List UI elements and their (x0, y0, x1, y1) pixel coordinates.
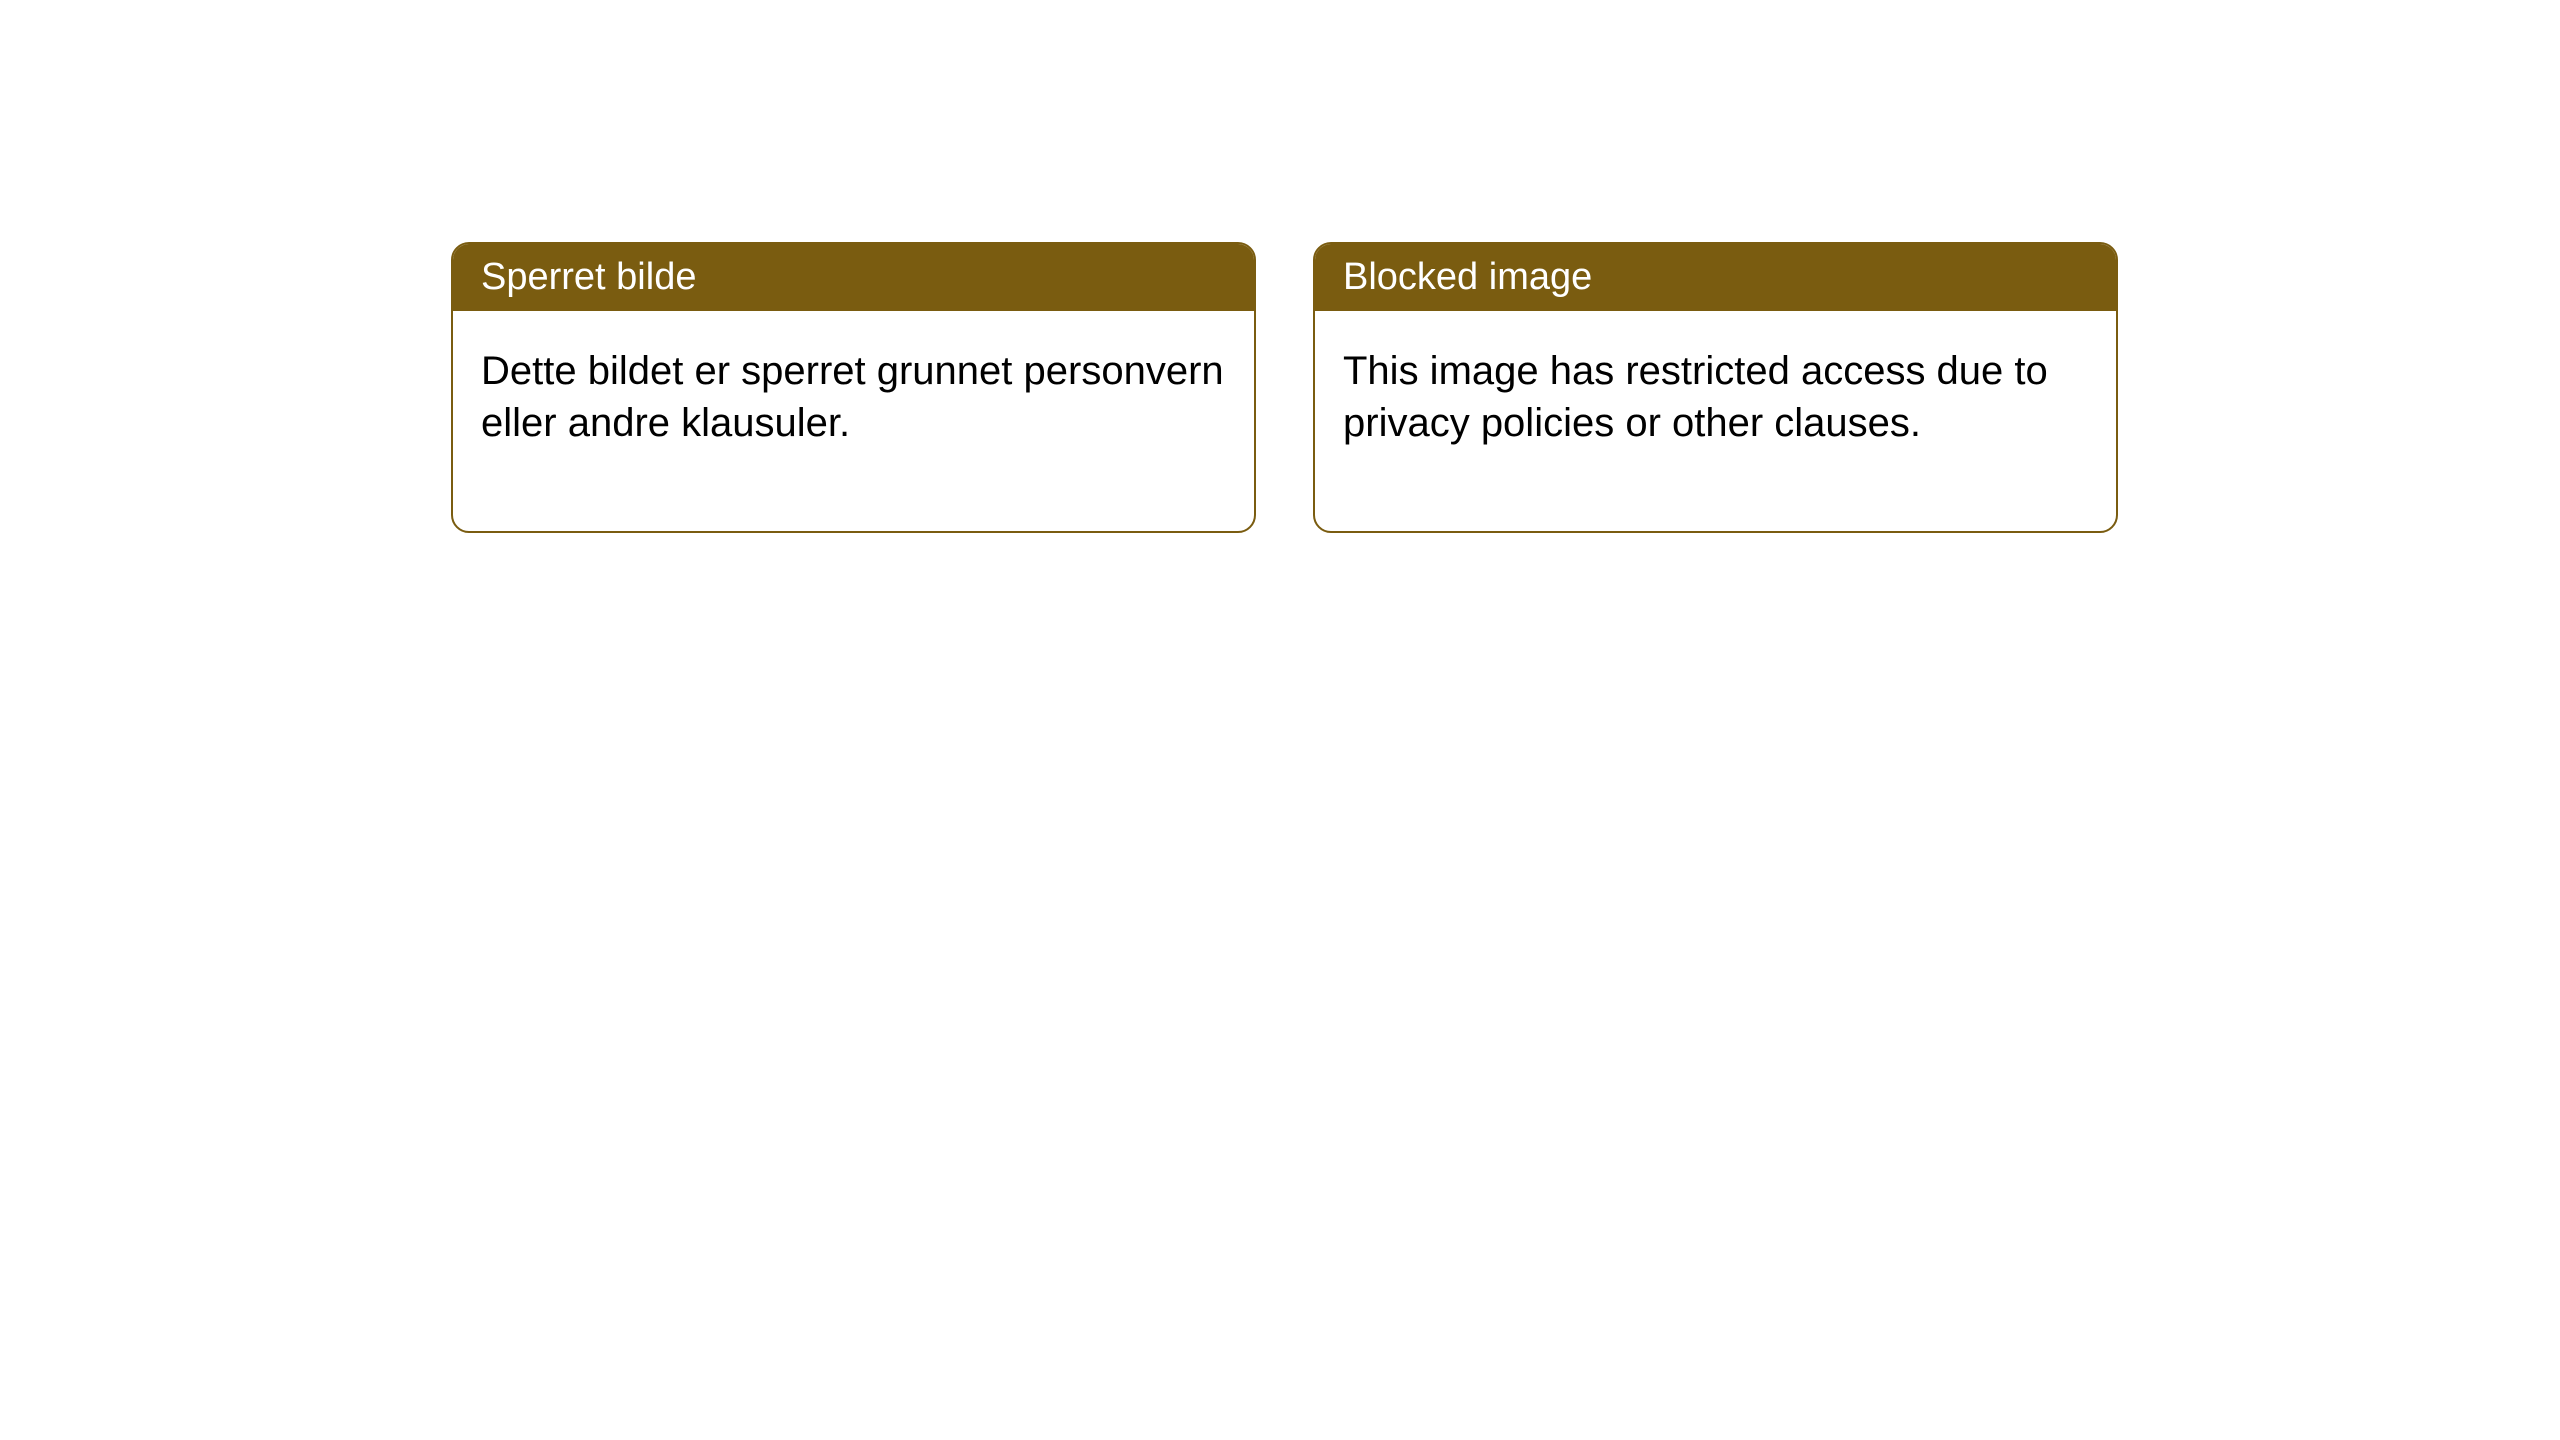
message-title: Sperret bilde (481, 256, 696, 298)
message-container: Sperret bilde Dette bildet er sperret gr… (451, 242, 2118, 533)
message-header: Sperret bilde (453, 244, 1254, 311)
message-text: This image has restricted access due to … (1343, 349, 2048, 445)
message-body: Dette bildet er sperret grunnet personve… (453, 311, 1254, 531)
message-header: Blocked image (1315, 244, 2116, 311)
message-box-english: Blocked image This image has restricted … (1313, 242, 2118, 533)
message-box-norwegian: Sperret bilde Dette bildet er sperret gr… (451, 242, 1256, 533)
message-title: Blocked image (1343, 256, 1592, 298)
message-body: This image has restricted access due to … (1315, 311, 2116, 531)
message-text: Dette bildet er sperret grunnet personve… (481, 349, 1224, 445)
